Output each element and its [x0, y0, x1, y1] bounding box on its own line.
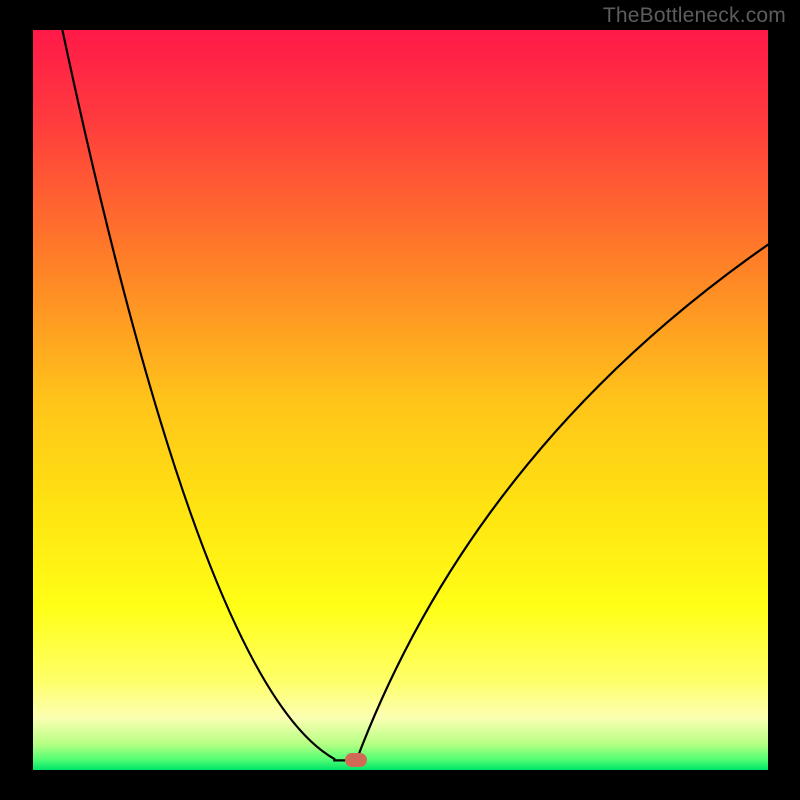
plot-area — [33, 30, 768, 770]
watermark-text: TheBottleneck.com — [603, 4, 786, 28]
optimum-marker — [345, 753, 367, 767]
bottleneck-curve — [33, 30, 768, 770]
